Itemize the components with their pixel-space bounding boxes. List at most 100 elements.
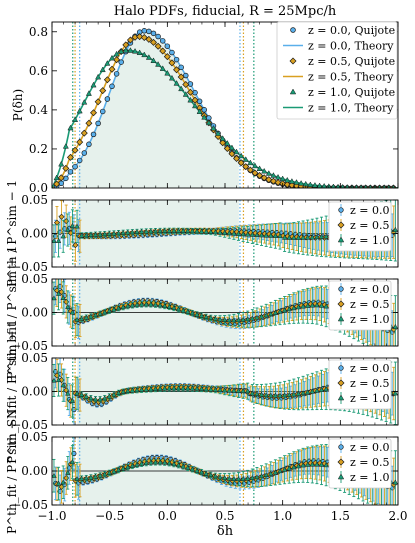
quijote-point xyxy=(228,144,235,151)
residual-point xyxy=(194,385,200,391)
quijote-point xyxy=(321,182,327,188)
residual-point xyxy=(69,458,76,465)
quijote-point xyxy=(76,157,83,164)
residual-point xyxy=(125,229,131,235)
residual-point xyxy=(212,229,219,235)
residual-point xyxy=(52,295,57,301)
legend-circle-marker xyxy=(338,365,344,371)
residual-point xyxy=(65,303,71,309)
residual-point xyxy=(272,469,279,475)
residual-point xyxy=(231,230,237,236)
residual-point xyxy=(323,303,329,309)
legend-label: z = 0.0 xyxy=(350,441,390,454)
quijote-point xyxy=(122,47,129,53)
quijote-point xyxy=(363,184,368,188)
residual-point xyxy=(203,228,209,234)
quijote-point xyxy=(256,165,263,171)
residual-point xyxy=(88,395,94,401)
x-tick-label: 1.0 xyxy=(273,509,292,523)
residual-point xyxy=(314,234,320,240)
residual-point xyxy=(101,395,108,401)
residual-point xyxy=(323,386,329,392)
residual-point xyxy=(101,471,108,477)
residual-point xyxy=(58,213,65,220)
residual-point xyxy=(157,385,163,391)
quijote-point xyxy=(118,59,124,65)
y-tick-label: 0.05 xyxy=(21,430,48,444)
residual-point xyxy=(245,475,251,481)
residual-point xyxy=(148,228,154,234)
residual-point xyxy=(65,469,71,475)
quijote-point xyxy=(127,47,134,53)
residual-point xyxy=(166,460,173,466)
quijote-point xyxy=(186,88,194,96)
quijote-point xyxy=(90,131,97,138)
residual-point xyxy=(291,305,297,311)
quijote-point xyxy=(187,96,194,103)
x-tick-label: 1.5 xyxy=(331,509,350,523)
residual-point xyxy=(55,290,62,296)
residual-point xyxy=(226,475,232,481)
residual-point xyxy=(268,232,274,238)
residual-point xyxy=(65,390,71,396)
quijote-point xyxy=(340,183,345,188)
quijote-point xyxy=(279,175,286,182)
quijote-point xyxy=(150,30,157,37)
y-axis-label: P^th_SNfit / P^sim − 1 xyxy=(5,319,19,464)
legend-circle-marker xyxy=(290,27,296,33)
residual-point xyxy=(249,390,256,396)
residual-point xyxy=(65,226,71,233)
residual-point xyxy=(55,480,62,486)
y-tick-label: 0.8 xyxy=(29,25,48,39)
legend-label: z = 1.0, Quijote xyxy=(308,86,395,99)
residual-point xyxy=(111,230,117,236)
residual-point xyxy=(180,385,186,391)
residual-point xyxy=(52,237,57,244)
residual-point xyxy=(106,230,113,236)
quijote-point xyxy=(81,98,88,105)
residual-point xyxy=(74,390,80,396)
y-tick-label: 0.05 xyxy=(21,193,48,207)
quijote-point xyxy=(191,102,199,109)
residual-point xyxy=(300,390,306,396)
residual-point xyxy=(249,231,256,237)
residual-point xyxy=(171,385,177,391)
residual-point xyxy=(55,237,62,243)
residual-point xyxy=(254,231,260,238)
residual-point xyxy=(314,302,320,308)
residual-point xyxy=(249,474,256,480)
quijote-point xyxy=(113,50,120,57)
residual-point xyxy=(208,228,214,235)
residual-point xyxy=(74,475,80,481)
quijote-point xyxy=(261,167,268,174)
residual-point xyxy=(97,472,103,478)
residual-point xyxy=(277,392,283,398)
quijote-point xyxy=(118,48,125,54)
residual-point xyxy=(97,310,103,316)
residual-point xyxy=(69,397,76,403)
quijote-point xyxy=(275,173,282,180)
quijote-point xyxy=(103,76,111,84)
residual-point xyxy=(148,386,154,392)
residual-point xyxy=(268,392,274,398)
residual-point xyxy=(268,311,274,317)
x-tick-label: −1.0 xyxy=(37,509,66,523)
x-tick-label: 0.5 xyxy=(215,509,234,523)
residual-point xyxy=(78,475,85,481)
residual-point xyxy=(157,227,163,234)
legend-label: z = 1.0 xyxy=(350,471,390,484)
residual-point xyxy=(138,386,145,392)
residual-point xyxy=(60,479,66,485)
residual-point xyxy=(92,396,99,402)
residual-point xyxy=(111,391,117,397)
quijote-point xyxy=(382,184,387,188)
quijote-point xyxy=(62,164,70,172)
quijote-point xyxy=(58,180,64,187)
residual-point xyxy=(171,227,177,233)
legend-label: z = 0.0 xyxy=(350,204,390,217)
residual-point xyxy=(143,301,149,307)
quijote-point xyxy=(293,179,300,185)
residual-point xyxy=(101,231,108,237)
